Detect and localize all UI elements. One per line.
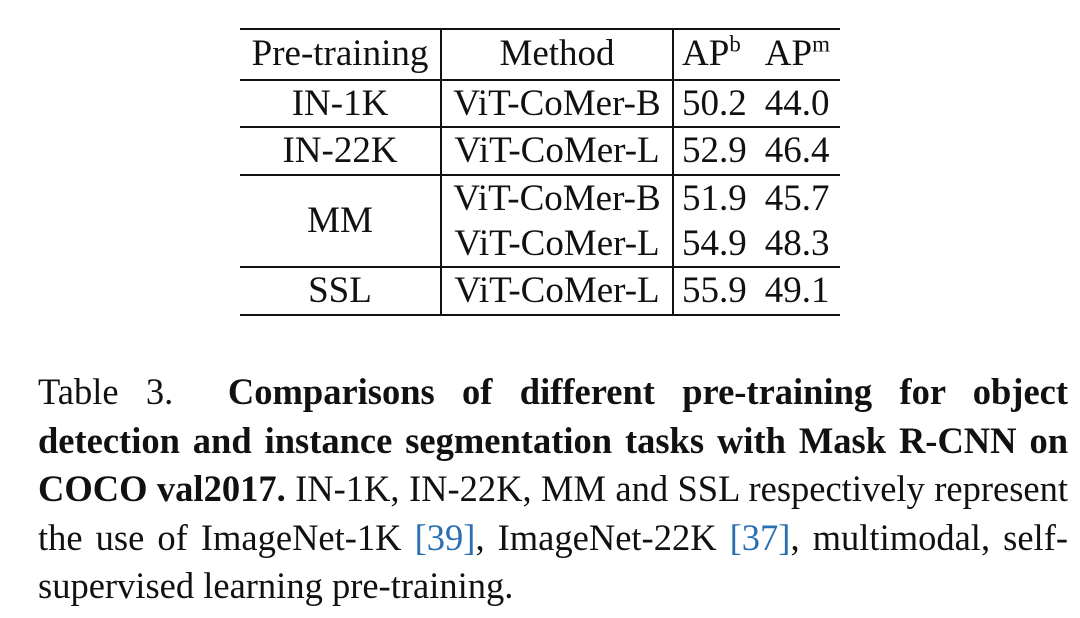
caption-label: Table 3. (38, 371, 174, 412)
table-row: IN-1K ViT-CoMer-B 50.2 44.0 (240, 79, 840, 129)
results-table-container: Pre-training Method APb APm IN-1K ViT-Co… (240, 28, 840, 317)
cell-ap-box: 54.9 (673, 221, 761, 269)
cell-method: ViT-CoMer-B (441, 79, 674, 129)
cell-method: ViT-CoMer-L (441, 267, 674, 317)
cell-method: ViT-CoMer-L (441, 221, 674, 269)
table-row: IN-22K ViT-CoMer-L 52.9 46.4 (240, 127, 840, 177)
header-ap-box: APb (673, 28, 761, 81)
cell-ap-mask: 44.0 (760, 79, 840, 129)
caption-text-3: , multimodal, self-supervised learning p… (38, 516, 1069, 607)
header-method: Method (441, 28, 674, 81)
header-pretraining: Pre-training (240, 28, 442, 81)
table-row: MM ViT-CoMer-B 51.9 45.7 (240, 175, 840, 269)
cell-pretraining: MM (240, 175, 442, 269)
cell-ap-mask: 46.4 (760, 127, 840, 177)
cell-ap-box: 52.9 (673, 127, 761, 177)
table-header-row: Pre-training Method APb APm (240, 28, 840, 81)
cell-pretraining: SSL (240, 267, 442, 317)
citation-link-39[interactable]: [39] (414, 516, 476, 558)
cell-pretraining: IN-22K (240, 127, 442, 177)
cell-ap-box: 51.9 (682, 178, 747, 220)
header-ap-box-sup: b (729, 31, 741, 57)
table-row: ViT-CoMer-L 54.9 48.3 (240, 221, 840, 269)
cell-ap-mask: 49.1 (760, 267, 840, 317)
caption-text-2: , ImageNet-22K (475, 516, 730, 558)
header-ap-mask: APm (760, 28, 840, 81)
header-ap-box-base: AP (682, 33, 730, 74)
table-caption: Table 3. Comparisons of different pre-tr… (38, 368, 1068, 611)
caption-bold-title: Comparisons of different pre-training fo… (38, 371, 1068, 509)
citation-link-37[interactable]: [37] (729, 516, 791, 558)
cell-method: ViT-CoMer-B (441, 175, 674, 222)
header-ap-mask-base: AP (764, 33, 813, 74)
cell-ap-mask: 48.3 (760, 221, 840, 269)
caption-text-1: IN-1K, IN-22K, MM and SSL respectively r… (38, 468, 1068, 558)
cell-pretraining: IN-1K (240, 79, 442, 129)
header-ap-mask-sup: m (812, 31, 830, 57)
table-row: SSL ViT-CoMer-L 55.9 49.1 (240, 267, 840, 317)
cell-ap-mask: 45.7 (764, 178, 830, 220)
cell-method: ViT-CoMer-L (441, 127, 674, 177)
cell-ap-box: 50.2 (673, 79, 761, 129)
results-table: Pre-training Method APb APm IN-1K ViT-Co… (240, 28, 840, 317)
cell-ap-box: 55.9 (673, 267, 761, 317)
